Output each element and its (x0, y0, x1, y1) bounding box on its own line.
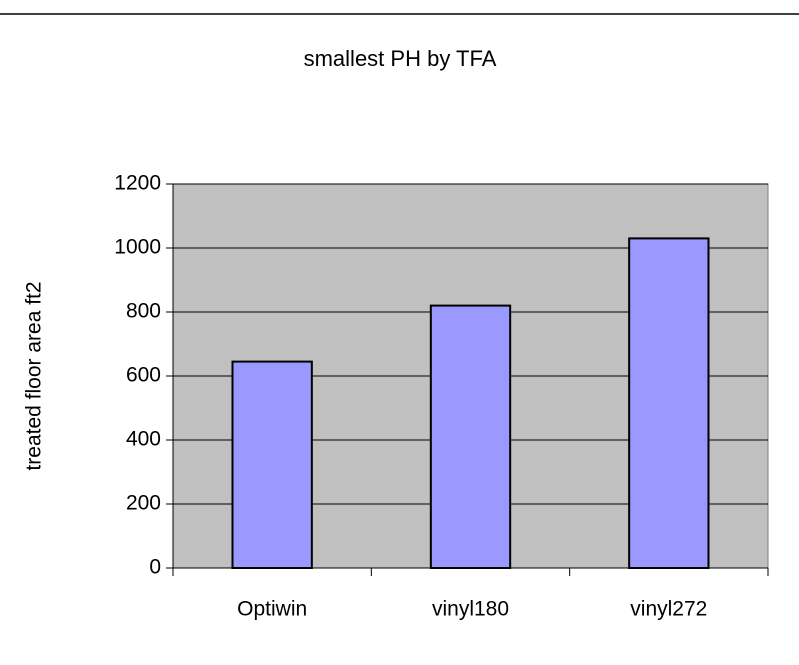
chart-title: smallest PH by TFA (304, 46, 497, 71)
y-tick-label: 1000 (114, 236, 161, 259)
bar (231, 360, 313, 569)
x-tick-label: vinyl180 (432, 598, 509, 621)
x-tick-label: Optiwin (237, 598, 307, 621)
y-axis-label: treated floor area ft2 (23, 281, 46, 470)
x-tick-label: vinyl272 (630, 598, 707, 621)
y-tick-label: 1200 (114, 172, 161, 195)
bar (628, 237, 710, 569)
y-tick-label: 200 (126, 492, 161, 515)
y-tick-label: 400 (126, 428, 161, 451)
y-tick-label: 0 (149, 556, 161, 579)
y-tick-label: 800 (126, 300, 161, 323)
bar (429, 304, 512, 569)
y-tick-label: 600 (126, 364, 161, 387)
